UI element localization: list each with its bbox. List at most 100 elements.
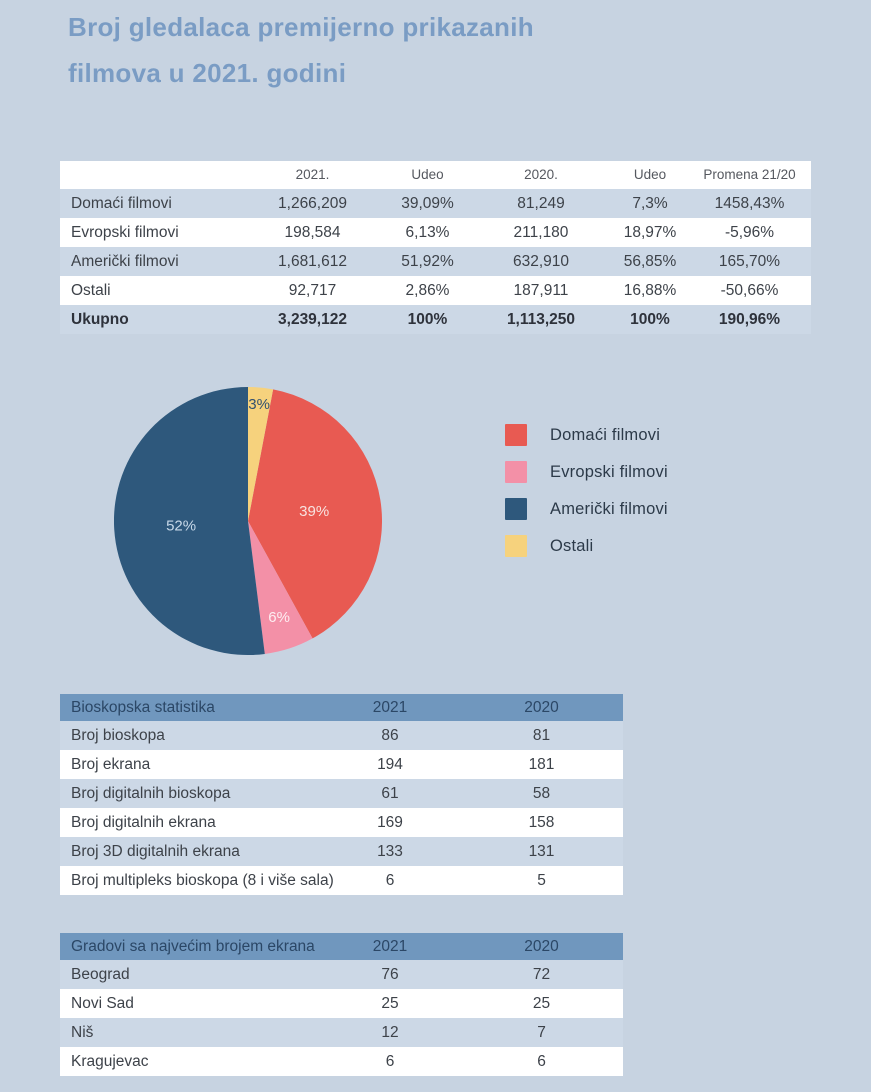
cinema-table-row: Broj digitalnih ekrana 169 158: [60, 808, 623, 837]
table-cell: 25: [532, 995, 551, 1012]
table-cell: 211,180: [513, 224, 569, 241]
table-cell: 7,3%: [632, 195, 668, 212]
legend-item: Domaći filmovi: [505, 424, 668, 446]
table-cell: 6,13%: [405, 224, 450, 241]
table-cell: 5: [537, 872, 546, 889]
page-title-line1: Broj gledalaca premijerno prikazanih: [68, 12, 534, 42]
cinema-table-row: Broj multipleks bioskopa (8 i više sala)…: [60, 866, 623, 895]
total-cell-2020: 1,113,250: [506, 311, 576, 328]
cinema-table-row: Broj 3D digitalnih ekrana 133 131: [60, 837, 623, 866]
cinema-header-2020: 2020: [524, 699, 559, 716]
table-cell: 133: [377, 843, 403, 860]
cinema-table-row: Broj ekrana 194 181: [60, 750, 623, 779]
table-cell: 2,86%: [405, 282, 450, 299]
row-label: Ostali: [71, 282, 111, 299]
row-label: Broj 3D digitalnih ekrana: [71, 843, 240, 860]
cities-header-2021: 2021: [372, 938, 408, 955]
films-table-row: Domaći filmovi 1,266,209 39,09% 81,249 7,3% 1…: [60, 189, 811, 218]
pie-slice-1: [248, 521, 313, 654]
page-title: Broj gledalaca premijerno prikazanih fil…: [68, 4, 534, 96]
row-label: Broj digitalnih bioskopa: [71, 785, 231, 802]
table-cell: 194: [377, 756, 403, 773]
table-cell: 198,584: [284, 224, 341, 241]
table-cell: 51,92%: [401, 253, 454, 270]
total-cell-udeo-2020: 100%: [630, 311, 670, 328]
table-cell: 39,09%: [401, 195, 454, 212]
legend-swatch: [505, 461, 527, 483]
column-header: [60, 161, 240, 189]
films-table-body: Domaći filmovi 1,266,209 39,09% 81,249 7,3% 1…: [60, 189, 811, 305]
legend-label: Ostali: [550, 536, 594, 555]
pie-chart: 39% 6% 52% 3%: [114, 387, 382, 655]
legend-swatch: [505, 498, 527, 520]
cities-table-row: Novi Sad 25 25: [60, 989, 623, 1018]
table-cell: 76: [381, 966, 399, 983]
table-cell: 16,88%: [623, 282, 677, 299]
films-table-total-row: Ukupno 3,239,122 100% 1,113,250 100% 190…: [60, 305, 811, 334]
pie-label-1: 6%: [268, 609, 290, 626]
page-title-line2: filmova u 2021. godini: [68, 58, 347, 88]
column-header-udeo-2020: Udeo: [633, 167, 667, 182]
pie-slice-3: [248, 387, 274, 521]
cinema-table-body: Broj bioskopa 86 81 Broj ekrana 194 181 Broj d…: [60, 721, 623, 895]
legend-swatch: [505, 424, 527, 446]
table-cell: 632,910: [512, 253, 570, 270]
total-cell-2021: 3,239,122: [278, 311, 347, 328]
table-cell: 58: [532, 785, 551, 802]
row-label: Novi Sad: [71, 995, 134, 1012]
table-cell: 131: [528, 843, 555, 860]
row-label: Niš: [71, 1024, 94, 1041]
pie-slice-2: [114, 387, 265, 655]
cities-header-2020: 2020: [524, 938, 559, 955]
cities-table-row: Beograd 76 72: [60, 960, 623, 989]
pie-label-3: 3%: [248, 396, 270, 413]
row-label: Američki filmovi: [71, 253, 179, 270]
films-table: 2021. Udeo 2020. Udeo Promena 21/20 Doma…: [60, 161, 811, 334]
table-cell: 61: [381, 785, 399, 802]
films-table-row: Evropski filmovi 198,584 6,13% 211,180 18,97…: [60, 218, 811, 247]
column-header-2021: 2021.: [295, 167, 330, 182]
table-cell: 158: [528, 814, 555, 831]
row-label: Kragujevac: [71, 1053, 149, 1070]
table-cell: 6: [537, 1053, 546, 1070]
table-cell: 169: [377, 814, 403, 831]
cities-table-header: Gradovi sa najvećim brojem ekrana 2021 2…: [60, 933, 623, 960]
pie-label-0: 39%: [299, 503, 329, 520]
table-cell: 6: [385, 872, 395, 889]
table-cell: 92,717: [288, 282, 337, 299]
legend-item: Ostali: [505, 535, 668, 557]
row-label: Broj digitalnih ekrana: [71, 814, 216, 831]
row-label: Evropski filmovi: [71, 224, 179, 241]
cinema-table-row: Broj bioskopa 86 81: [60, 721, 623, 750]
table-cell: 86: [381, 727, 399, 744]
table-cell: 181: [528, 756, 555, 773]
column-header-promena: Promena 21/20: [703, 167, 796, 182]
table-cell: 56,85%: [623, 253, 677, 270]
pie-slice-0: [248, 389, 382, 639]
table-cell: 12: [381, 1024, 399, 1041]
row-label: Broj multipleks bioskopa (8 i više sala): [71, 872, 334, 889]
total-cell-udeo-2021: 100%: [407, 311, 448, 328]
cities-table-row: Kragujevac 6 6: [60, 1047, 623, 1076]
column-header-2020: 2020.: [524, 167, 558, 182]
table-cell: -50,66%: [720, 282, 779, 299]
films-table-header: 2021. Udeo 2020. Udeo Promena 21/20: [60, 161, 811, 189]
row-label: Beograd: [71, 966, 130, 983]
table-cell: 81: [532, 727, 551, 744]
legend-label: Evropski filmovi: [550, 462, 668, 481]
cities-table-body: Beograd 76 72 Novi Sad 25 25 Niš 12 7 Kragujevac 6…: [60, 960, 623, 1076]
films-table-row: Ostali 92,717 2,86% 187,911 16,88% -50,66%: [60, 276, 811, 305]
table-cell: 1,266,209: [278, 195, 347, 212]
row-label: Domaći filmovi: [71, 195, 172, 212]
legend-label: Domaći filmovi: [550, 425, 661, 444]
table-cell: 18,97%: [623, 224, 677, 241]
row-label: Broj bioskopa: [71, 727, 165, 744]
cities-table: Gradovi sa najvećim brojem ekrana 2021 2…: [60, 933, 623, 1076]
cinema-header-label: Bioskopska statistika: [71, 699, 215, 716]
pie-legend: Domaći filmovi Evropski filmovi Američki f…: [505, 424, 668, 572]
table-cell: 1,681,612: [278, 253, 347, 270]
table-cell: -5,96%: [724, 224, 775, 241]
row-label: Broj ekrana: [71, 756, 151, 773]
films-table-row: Američki filmovi 1,681,612 51,92% 632,910 56…: [60, 247, 811, 276]
